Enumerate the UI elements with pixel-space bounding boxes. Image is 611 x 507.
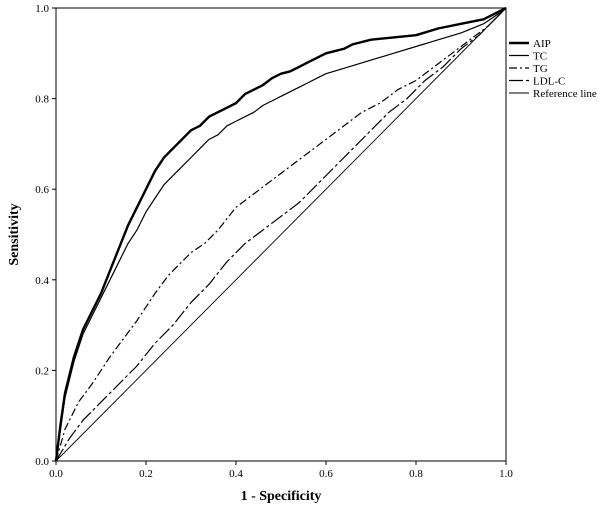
legend-label-tg: TG: [533, 63, 548, 75]
plot-frame: [55, 7, 507, 462]
y-tick-label: 1.0: [35, 3, 49, 15]
y-tick-label: 0.8: [35, 94, 49, 106]
x-tick-label: 0.0: [49, 468, 63, 480]
x-axis-title: 1 - Specificity: [241, 489, 322, 504]
legend-label-tc: TC: [533, 51, 547, 63]
x-axis-ticks: 0.0 0.2 0.4 0.6 0.8 1.0: [49, 461, 513, 480]
series-line-tc: [55, 7, 507, 462]
x-tick-label: 0.4: [229, 468, 243, 480]
x-tick-label: 1.0: [499, 468, 513, 480]
series-line-aip: [54, 6, 507, 462]
series-group: [54, 6, 507, 462]
y-tick-label: 0.4: [35, 275, 49, 287]
legend-label-reference-line: Reference line: [533, 88, 597, 100]
x-tick-label: 0.2: [139, 468, 153, 480]
legend-label-ldl-c: LDL-C: [533, 76, 565, 88]
series-line-tg: [55, 7, 507, 462]
y-tick-label: 0.2: [35, 365, 49, 377]
series-line-reference-line: [55, 7, 507, 462]
y-axis-title: Sensitivity: [7, 203, 22, 265]
y-axis-ticks: 0.0 0.2 0.4 0.6 0.8 1.0: [35, 3, 56, 468]
legend-label-aip: AIP: [533, 38, 551, 50]
x-tick-label: 0.8: [409, 468, 423, 480]
series-line-ldl-c: [55, 7, 507, 462]
y-tick-label: 0.6: [35, 184, 49, 196]
x-tick-label: 0.6: [319, 468, 333, 480]
y-tick-label: 0.0: [35, 456, 49, 468]
